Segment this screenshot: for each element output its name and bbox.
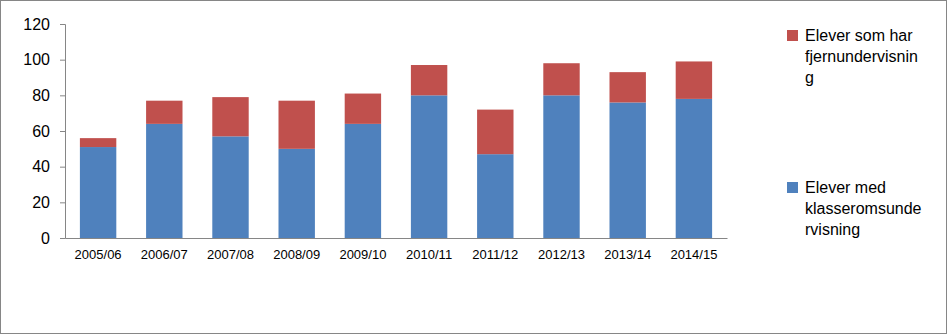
bar (477, 110, 513, 155)
legend: Elever som harfjernundervisning Elever me… (787, 27, 922, 238)
bar (411, 95, 447, 238)
y-tick-mark (60, 131, 65, 132)
x-tick-label: 2006/07 (141, 247, 188, 262)
bar (345, 94, 381, 124)
y-tick: 120 (23, 16, 65, 33)
x-tick-label: 2005/06 (75, 247, 122, 262)
bar (543, 95, 579, 238)
x-tick: 2006/07 (141, 247, 188, 262)
x-tick-label: 2013/14 (604, 247, 651, 262)
y-tick-mark (60, 60, 65, 61)
bar (543, 63, 579, 95)
chart-frame (1, 1, 947, 334)
bar (278, 101, 314, 149)
bar (80, 147, 116, 238)
y-tick-mark (60, 95, 65, 96)
bar (676, 61, 712, 98)
series (80, 95, 712, 238)
x-tick-label: 2010/11 (406, 247, 452, 262)
y-tick-mark (60, 238, 65, 239)
y-tick: 0 (41, 230, 65, 247)
y-tick-label: 120 (23, 16, 50, 33)
bar (609, 72, 645, 102)
y-axis-line (60, 25, 66, 239)
y-tick-label: 20 (32, 194, 50, 211)
y-axis: 0 20 40 60 80 100 120 (23, 16, 65, 247)
x-tick-label: 2007/08 (207, 247, 254, 262)
series (80, 61, 712, 154)
y-tick-mark (60, 167, 65, 168)
x-tick: 2005/06 (75, 247, 122, 262)
legend-label: Elever medklasseromsundervisning (805, 179, 922, 238)
y-tick: 100 (23, 51, 65, 68)
x-tick: 2009/10 (339, 247, 386, 262)
x-tick-label: 2014/15 (670, 247, 717, 262)
bar (477, 154, 513, 238)
y-tick-mark (60, 202, 65, 203)
x-tick: 2011/12 (472, 247, 518, 262)
x-tick: 2013/14 (604, 247, 651, 262)
x-tick-label: 2009/10 (339, 247, 386, 262)
y-tick-label: 40 (32, 158, 50, 175)
bar (411, 65, 447, 95)
x-tick: 2007/08 (207, 247, 254, 262)
x-tick: 2008/09 (273, 247, 320, 262)
y-tick-label: 100 (23, 51, 50, 68)
x-tick-label: 2012/13 (538, 247, 585, 262)
bars (80, 61, 712, 238)
x-axis: 2005/06 2006/07 2007/08 2008/09 2009/10 2010/… (66, 239, 728, 263)
legend-swatch (787, 182, 798, 193)
x-tick: 2012/13 (538, 247, 585, 262)
bar (345, 124, 381, 238)
legend-swatch (787, 30, 798, 41)
x-tick-label: 2011/12 (472, 247, 518, 262)
y-tick: 80 (32, 87, 65, 104)
bar (146, 124, 182, 238)
y-tick-label: 0 (41, 230, 50, 247)
y-tick: 20 (32, 194, 65, 211)
legend-label: Elever som harfjernundervisning (805, 27, 918, 86)
bar (278, 149, 314, 238)
x-tick: 2010/11 (406, 247, 452, 262)
bar (676, 99, 712, 238)
bar (212, 136, 248, 238)
bar (212, 97, 248, 136)
x-tick: 2014/15 (670, 247, 717, 262)
bar (609, 102, 645, 238)
y-tick-label: 60 (32, 123, 50, 140)
x-axis-line (66, 238, 728, 239)
bar (80, 138, 116, 147)
x-tick-label: 2008/09 (273, 247, 320, 262)
y-tick: 60 (32, 123, 65, 140)
bar (146, 101, 182, 124)
y-tick: 40 (32, 158, 65, 175)
y-tick-mark (60, 24, 65, 25)
chart: 0 20 40 60 80 100 120 2005/06 2006/07 2007/08 2008… (0, 0, 947, 334)
y-tick-label: 80 (32, 87, 50, 104)
